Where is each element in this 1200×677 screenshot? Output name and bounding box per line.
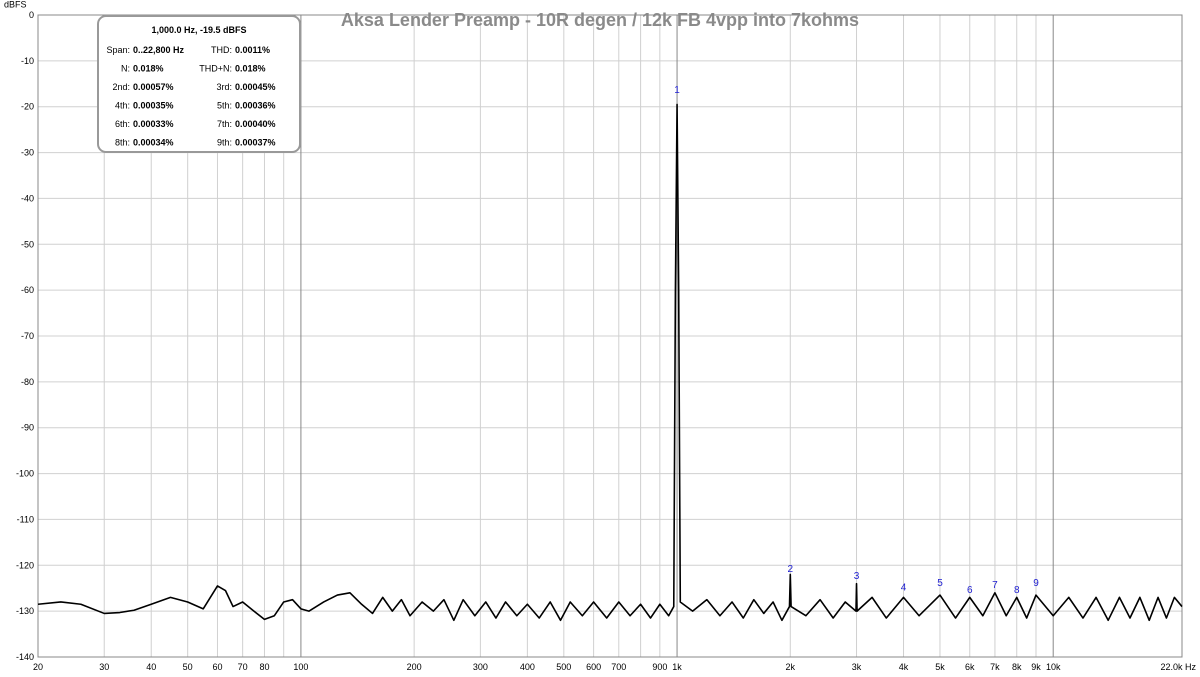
x-tick-label: 60 bbox=[212, 662, 222, 672]
info-label: 9th: bbox=[217, 138, 232, 148]
x-tick-label: 700 bbox=[611, 662, 626, 672]
info-label: 5th: bbox=[217, 101, 232, 111]
x-tick-label: 9k bbox=[1031, 662, 1041, 672]
harmonic-marker: 9 bbox=[1033, 578, 1039, 589]
x-tick-label: 500 bbox=[556, 662, 571, 672]
info-value: 0.00040% bbox=[235, 119, 276, 129]
info-value: 0.00036% bbox=[235, 101, 276, 111]
plot-frame bbox=[37, 14, 1183, 658]
info-label: Span: bbox=[106, 45, 130, 55]
y-tick-label: 0 bbox=[29, 10, 34, 20]
info-label: 4th: bbox=[115, 101, 130, 111]
y-tick-label: -110 bbox=[17, 514, 34, 524]
x-tick-label: 4k bbox=[899, 662, 909, 672]
harmonic-marker: 8 bbox=[1014, 585, 1020, 596]
x-tick-label: 70 bbox=[238, 662, 248, 672]
x-tick-label: 8k bbox=[1012, 662, 1022, 672]
info-label: 2nd: bbox=[112, 82, 130, 92]
info-value: 0.00035% bbox=[133, 101, 174, 111]
x-tick-label: 900 bbox=[652, 662, 667, 672]
harmonic-marker: 5 bbox=[937, 578, 943, 589]
y-tick-label: -10 bbox=[21, 56, 34, 66]
info-value: 0..22,800 Hz bbox=[133, 45, 185, 55]
y-tick-label: -130 bbox=[16, 606, 34, 616]
spectrum-line bbox=[37, 103, 1183, 622]
info-box bbox=[97, 15, 301, 153]
x-tick-label: 1k bbox=[672, 662, 682, 672]
y-tick-label: -100 bbox=[16, 469, 34, 479]
info-value: 0.018% bbox=[235, 64, 266, 74]
info-value: 0.00057% bbox=[133, 82, 174, 92]
info-label: THD: bbox=[211, 45, 232, 55]
harmonic-marker: 4 bbox=[901, 583, 907, 594]
grid bbox=[37, 14, 1183, 658]
info-label: 3rd: bbox=[216, 82, 232, 92]
x-tick-label: 7k bbox=[990, 662, 1000, 672]
x-tick-label: 300 bbox=[473, 662, 488, 672]
info-header: 1,000.0 Hz, -19.5 dBFS bbox=[151, 25, 246, 35]
y-tick-label: -20 bbox=[21, 102, 34, 112]
info-value: 0.018% bbox=[133, 64, 164, 74]
x-tick-label: 600 bbox=[586, 662, 601, 672]
y-axis-label: dBFS bbox=[4, 0, 27, 9]
x-tick-label: 5k bbox=[935, 662, 945, 672]
y-tick-label: -30 bbox=[21, 148, 34, 158]
info-value: 0.0011% bbox=[235, 45, 270, 55]
y-tick-label: -70 bbox=[21, 331, 34, 341]
info-label: THD+N: bbox=[199, 64, 232, 74]
y-tick-label: -120 bbox=[16, 560, 34, 570]
y-tick-label: -50 bbox=[21, 239, 34, 249]
harmonic-marker: 7 bbox=[992, 580, 998, 591]
y-tick-label: -80 bbox=[21, 377, 34, 387]
info-label: 6th: bbox=[115, 119, 130, 129]
x-tick-label: 400 bbox=[520, 662, 535, 672]
harmonic-marker: 2 bbox=[788, 564, 794, 575]
x-tick-label: 80 bbox=[259, 662, 269, 672]
x-tick-label: 2k bbox=[786, 662, 796, 672]
info-value: 0.00037% bbox=[235, 138, 276, 148]
chart-title: Aksa Lender Preamp - 10R degen / 12k FB … bbox=[341, 10, 859, 30]
info-value: 0.00034% bbox=[133, 138, 174, 148]
info-label: 7th: bbox=[217, 119, 232, 129]
info-value: 0.00033% bbox=[133, 119, 174, 129]
info-label: 8th: bbox=[115, 138, 130, 148]
x-tick-label: 10k bbox=[1046, 662, 1061, 672]
info-value: 0.00045% bbox=[235, 82, 276, 92]
y-tick-label: -40 bbox=[21, 193, 34, 203]
harmonic-marker: 6 bbox=[967, 585, 973, 596]
harmonic-marker: 3 bbox=[854, 571, 860, 582]
y-tick-label: -140 bbox=[16, 652, 34, 662]
x-tick-label: 20 bbox=[33, 662, 43, 672]
x-tick-label: 30 bbox=[99, 662, 109, 672]
info-label: N: bbox=[121, 64, 130, 74]
x-tick-label: 100 bbox=[293, 662, 308, 672]
x-tick-label: 6k bbox=[965, 662, 975, 672]
x-tick-label: 3k bbox=[852, 662, 862, 672]
x-tick-label: 22.0k Hz bbox=[1160, 662, 1196, 672]
x-tick-label: 40 bbox=[146, 662, 156, 672]
x-tick-label: 200 bbox=[407, 662, 422, 672]
y-tick-label: -90 bbox=[21, 423, 34, 433]
y-tick-label: -60 bbox=[21, 285, 34, 295]
x-tick-label: 50 bbox=[183, 662, 193, 672]
harmonic-marker: 1 bbox=[674, 85, 680, 96]
